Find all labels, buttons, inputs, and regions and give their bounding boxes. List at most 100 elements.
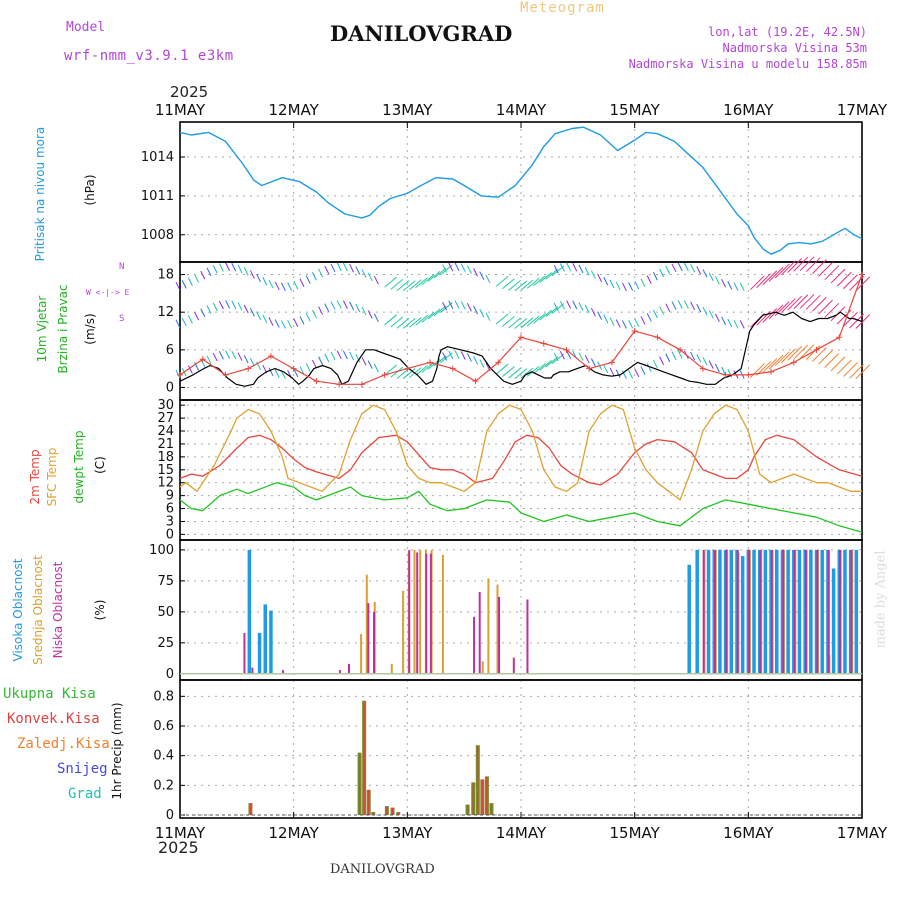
wind-arrow xyxy=(473,355,479,365)
cloud-bar xyxy=(481,661,484,674)
wind-arrow xyxy=(502,278,515,290)
elevation-label: Nadmorska Visina 53m xyxy=(722,41,868,55)
wind-arrow xyxy=(640,278,646,287)
wind-arrow xyxy=(421,362,435,373)
wind-arrow xyxy=(384,314,397,326)
wind-arrow xyxy=(349,351,355,361)
wind-gust-marker xyxy=(449,365,456,372)
cloud-bar xyxy=(247,549,252,674)
wind-arrow xyxy=(249,307,255,317)
wind-arrow xyxy=(324,265,330,275)
temperature-ytick-label: 18 xyxy=(157,450,174,465)
cloud-bar xyxy=(752,549,756,674)
wind-arrow xyxy=(553,352,559,362)
cloud-bar xyxy=(478,592,481,674)
temperature-ytick-label: 9 xyxy=(166,489,174,504)
wind-arrow xyxy=(390,279,404,290)
wind-gust-marker xyxy=(654,334,661,341)
wind-arrow xyxy=(336,350,342,359)
wind-arrow xyxy=(194,274,200,283)
wind-arrow xyxy=(843,274,858,290)
wind-arrow xyxy=(349,263,355,273)
wind-arrow xyxy=(559,263,565,272)
cloud-bar xyxy=(243,632,246,674)
wind-arrow xyxy=(225,262,231,272)
wind-arrow xyxy=(454,300,460,309)
wind-arrow xyxy=(256,273,262,283)
wind-arrow xyxy=(652,272,658,281)
wind-arrow xyxy=(628,282,634,291)
wind-arrow xyxy=(830,268,846,284)
precip-conv-bar xyxy=(368,789,370,816)
wind-arrow xyxy=(533,363,546,374)
wind-arrow xyxy=(566,262,572,272)
cloud-bar xyxy=(854,549,859,674)
cloud-bar xyxy=(425,553,428,674)
wind-arrow xyxy=(396,280,410,292)
wind-arrow xyxy=(361,269,367,278)
wind-arrow xyxy=(256,311,262,320)
wind-arrow xyxy=(787,258,802,273)
x-label-top: 16MAY xyxy=(723,101,774,119)
wind-arrow xyxy=(361,306,367,316)
wind-arrow xyxy=(603,277,609,286)
wind-arrow xyxy=(634,318,640,327)
cloud-bar xyxy=(820,549,824,674)
station-title: DANILOVGRAD xyxy=(330,21,513,46)
cloud-bar xyxy=(816,549,819,674)
wind-arrow xyxy=(727,281,733,290)
wind-arrow xyxy=(659,356,665,365)
wind-arrow xyxy=(473,305,479,315)
wind-arrow xyxy=(448,262,454,272)
cloud-bar xyxy=(269,610,273,674)
wind-gust-marker xyxy=(677,346,684,353)
wind-arrow xyxy=(237,302,243,311)
wind-arrow xyxy=(750,363,765,378)
wind-arrow xyxy=(659,306,665,315)
footer-title: DANILOVGRAD xyxy=(330,862,435,877)
cloud-bar xyxy=(702,549,705,674)
wind-arrow xyxy=(849,363,864,379)
wind-arrow xyxy=(175,369,181,379)
wind-arrow xyxy=(696,303,702,313)
wind-arrow xyxy=(479,271,485,280)
wind-arrow xyxy=(646,275,652,284)
cloud-bar xyxy=(759,549,762,674)
wind-gust-marker xyxy=(768,368,775,375)
wind-gust-marker xyxy=(586,365,593,372)
temperature-ytick-label: 27 xyxy=(157,411,174,426)
wind-arrow xyxy=(615,369,621,378)
cloud-bar xyxy=(736,549,739,674)
wind-arrow xyxy=(520,317,534,329)
wind-gust-marker xyxy=(290,365,297,372)
wind-arrow xyxy=(843,312,858,327)
wind-arrow xyxy=(495,275,509,287)
wind-arrow xyxy=(793,294,809,310)
wind-arrow xyxy=(812,259,827,274)
wind-arrow xyxy=(774,301,790,316)
wind-gust-marker xyxy=(722,371,729,378)
wind-arrow xyxy=(287,319,293,329)
wind-arrow xyxy=(460,351,466,360)
cloud-bar xyxy=(487,578,490,674)
wind-arrow xyxy=(249,270,255,279)
wind-arrow xyxy=(597,311,603,320)
wind-arrow xyxy=(268,279,274,289)
wind-arrow xyxy=(225,350,231,359)
wind-arrow xyxy=(508,279,521,291)
model-label: Model xyxy=(66,20,106,35)
wind-arrow xyxy=(384,364,397,376)
precip-ytick-label: 0.8 xyxy=(153,689,174,704)
wind-arrow xyxy=(237,264,243,274)
wind-arrow xyxy=(218,351,224,360)
wind-arrow xyxy=(448,300,454,309)
wind-arrow xyxy=(849,276,864,291)
wind-arrow xyxy=(442,264,448,273)
wind-arrow xyxy=(781,348,796,364)
wind-arrow xyxy=(768,354,784,370)
wind-arrow xyxy=(836,359,852,375)
precip-conv-bar xyxy=(358,752,361,816)
wind-arrow xyxy=(559,300,565,310)
compass-n: N xyxy=(119,262,125,272)
wind-arrow xyxy=(200,270,206,280)
